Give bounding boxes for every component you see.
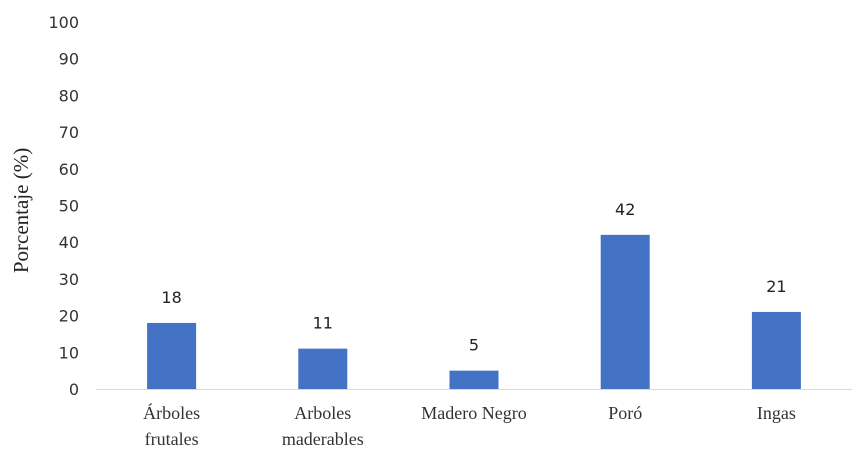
bar (298, 348, 348, 389)
bar (449, 370, 499, 389)
bar-value-label: 42 (615, 200, 635, 219)
x-axis-labels: Árboles frutales Arboles maderables Madero N… (143, 402, 796, 449)
x-category-label: Poró (608, 403, 642, 423)
x-category-label-line: Arboles (294, 403, 351, 423)
x-category-label: Arboles maderables (282, 403, 364, 449)
y-tick-label: 10 (59, 343, 79, 362)
y-tick-label: 20 (59, 307, 79, 326)
y-tick-label: 80 (59, 86, 79, 105)
y-tick-label: 0 (69, 380, 79, 399)
x-category-label-line: Ingas (757, 403, 796, 423)
y-tick-label: 40 (59, 233, 79, 252)
y-axis-title: Porcentaje (%) (9, 148, 33, 273)
x-category-label-line: Poró (608, 403, 642, 423)
bar (600, 234, 650, 389)
x-category-label: Madero Negro (421, 403, 526, 423)
y-tick-label: 100 (48, 13, 79, 32)
y-tick-label: 90 (59, 50, 79, 69)
y-axis-ticks: 0 10 20 30 40 50 60 70 80 90 100 (48, 13, 79, 399)
x-category-label: Ingas (757, 403, 796, 423)
bar-value-label: 11 (313, 314, 333, 333)
bar-value-label: 5 (469, 336, 479, 355)
bar-value-label: 18 (161, 288, 181, 307)
y-tick-label: 70 (59, 123, 79, 142)
bars (147, 234, 801, 389)
data-labels: 18 11 5 42 21 (161, 200, 786, 355)
bar (751, 311, 801, 389)
bar-value-label: 21 (766, 277, 786, 296)
x-category-label: Árboles frutales (143, 402, 200, 449)
x-category-label-line: maderables (282, 429, 364, 449)
x-category-label-line: Madero Negro (421, 403, 526, 423)
y-tick-label: 60 (59, 160, 79, 179)
x-category-label-line: frutales (145, 429, 199, 449)
bar (147, 322, 197, 389)
y-tick-label: 50 (59, 197, 79, 216)
y-tick-label: 30 (59, 270, 79, 289)
x-category-label-line: Árboles (143, 402, 200, 423)
